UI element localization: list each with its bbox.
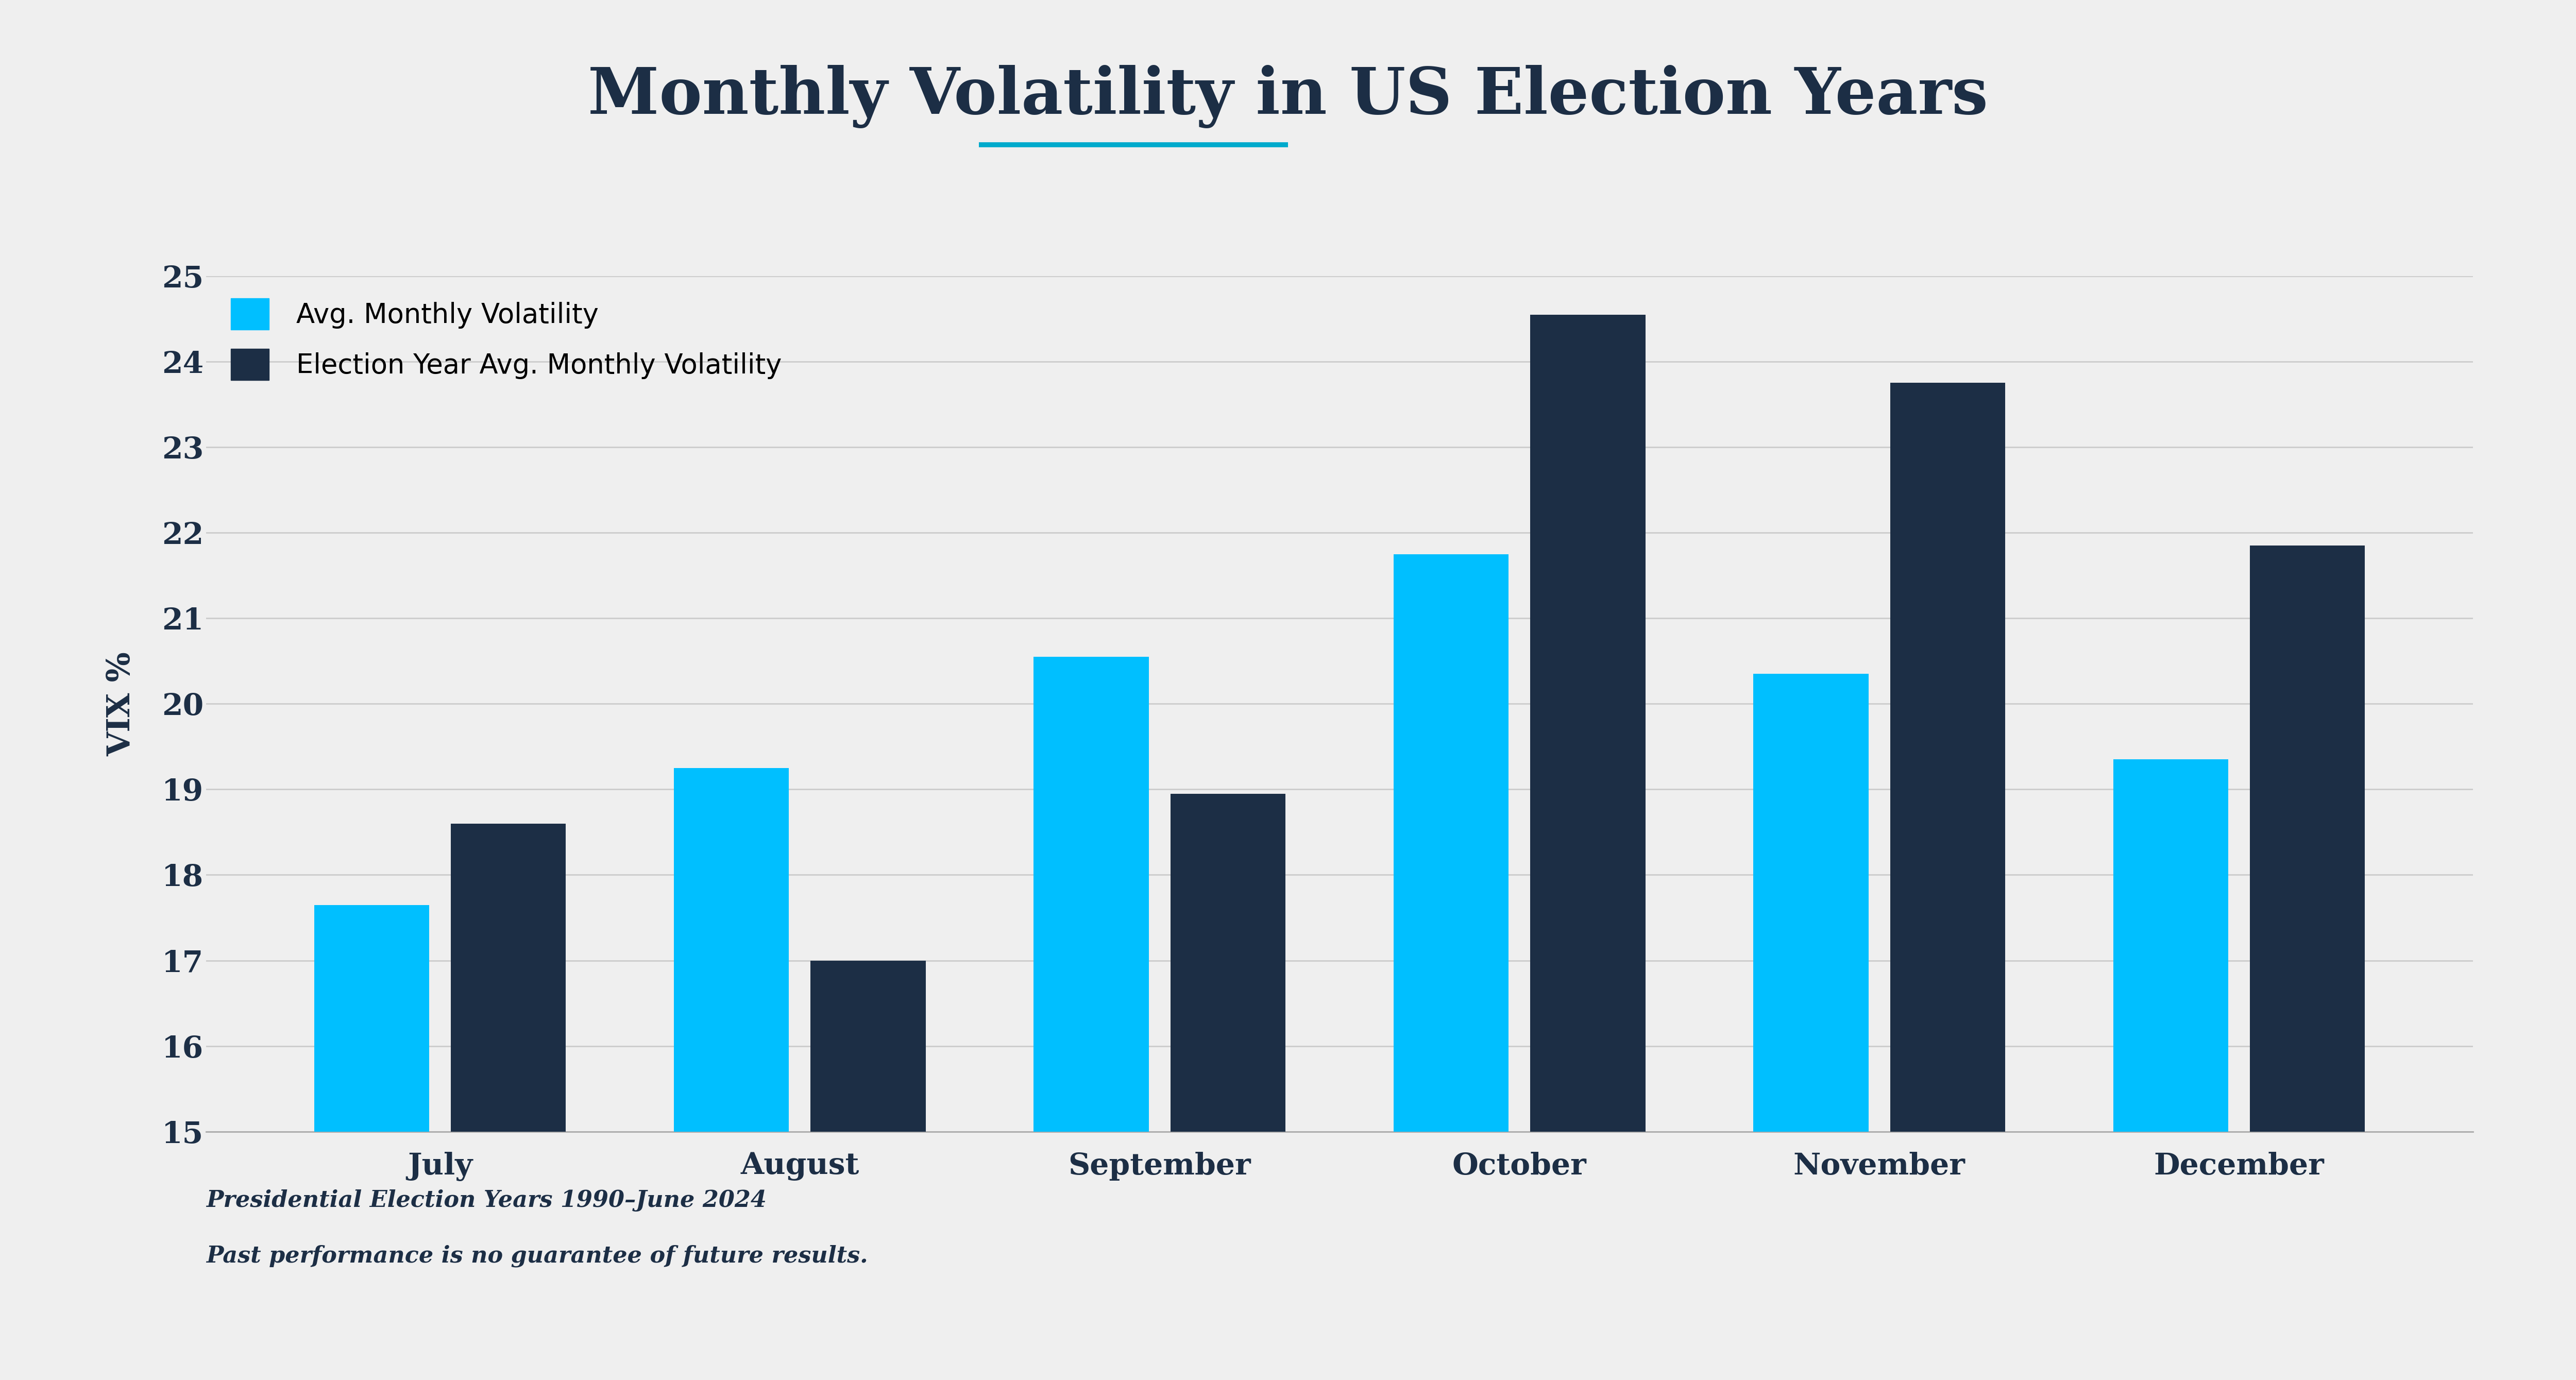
Bar [314, 905, 430, 1380]
Text: Presidential Election Years 1990–June 2024: Presidential Election Years 1990–June 20… [206, 1190, 768, 1212]
Bar [1170, 794, 1285, 1380]
Bar [1394, 553, 1510, 1380]
Bar [1530, 315, 1646, 1380]
Legend: Avg. Monthly Volatility, Election Year Avg. Monthly Volatility: Avg. Monthly Volatility, Election Year A… [232, 298, 783, 380]
Bar [1033, 657, 1149, 1380]
Text: Monthly Volatility in US Election Years: Monthly Volatility in US Election Years [587, 65, 1989, 128]
Bar [2112, 759, 2228, 1380]
Y-axis label: VIX %: VIX % [106, 651, 137, 756]
Bar [811, 960, 925, 1380]
Bar [451, 824, 567, 1380]
Bar [1754, 673, 1868, 1380]
Bar [2249, 545, 2365, 1380]
Bar [1891, 382, 2004, 1380]
Bar [675, 767, 788, 1380]
Text: Past performance is no guarantee of future results.: Past performance is no guarantee of futu… [206, 1245, 868, 1267]
